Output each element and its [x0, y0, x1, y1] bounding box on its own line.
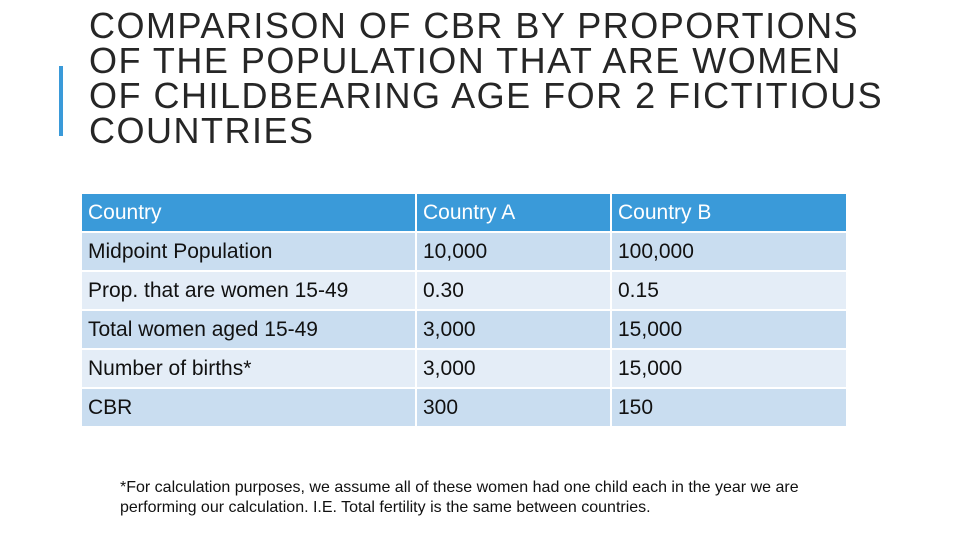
country-a-value: 3,000 — [417, 350, 610, 387]
header-country-a: Country A — [417, 194, 610, 231]
table-row: Number of births* 3,000 15,000 — [82, 350, 846, 387]
country-a-value: 300 — [417, 389, 610, 426]
title-accent-bar — [59, 66, 63, 136]
country-b-value: 15,000 — [612, 350, 846, 387]
country-b-value: 15,000 — [612, 311, 846, 348]
footnote: *For calculation purposes, we assume all… — [120, 479, 799, 516]
slide-title: COMPARISON OF CBR BY PROPORTIONS OF THE … — [89, 5, 884, 151]
header-country: Country — [82, 194, 415, 231]
country-b-value: 0.15 — [612, 272, 846, 309]
country-b-value: 150 — [612, 389, 846, 426]
comparison-table: Country Country A Country B Midpoint Pop… — [80, 192, 848, 428]
table-row: Total women aged 15-49 3,000 15,000 — [82, 311, 846, 348]
header-country-b: Country B — [612, 194, 846, 231]
country-a-value: 0.30 — [417, 272, 610, 309]
row-label: Midpoint Population — [82, 233, 415, 270]
table-row: Midpoint Population 10,000 100,000 — [82, 233, 846, 270]
table-row: CBR 300 150 — [82, 389, 846, 426]
country-a-value: 3,000 — [417, 311, 610, 348]
country-b-value: 100,000 — [612, 233, 846, 270]
row-label: Number of births* — [82, 350, 415, 387]
table-row: Prop. that are women 15-49 0.30 0.15 — [82, 272, 846, 309]
table-header-row: Country Country A Country B — [82, 194, 846, 231]
row-label: Prop. that are women 15-49 — [82, 272, 415, 309]
row-label: CBR — [82, 389, 415, 426]
country-a-value: 10,000 — [417, 233, 610, 270]
row-label: Total women aged 15-49 — [82, 311, 415, 348]
